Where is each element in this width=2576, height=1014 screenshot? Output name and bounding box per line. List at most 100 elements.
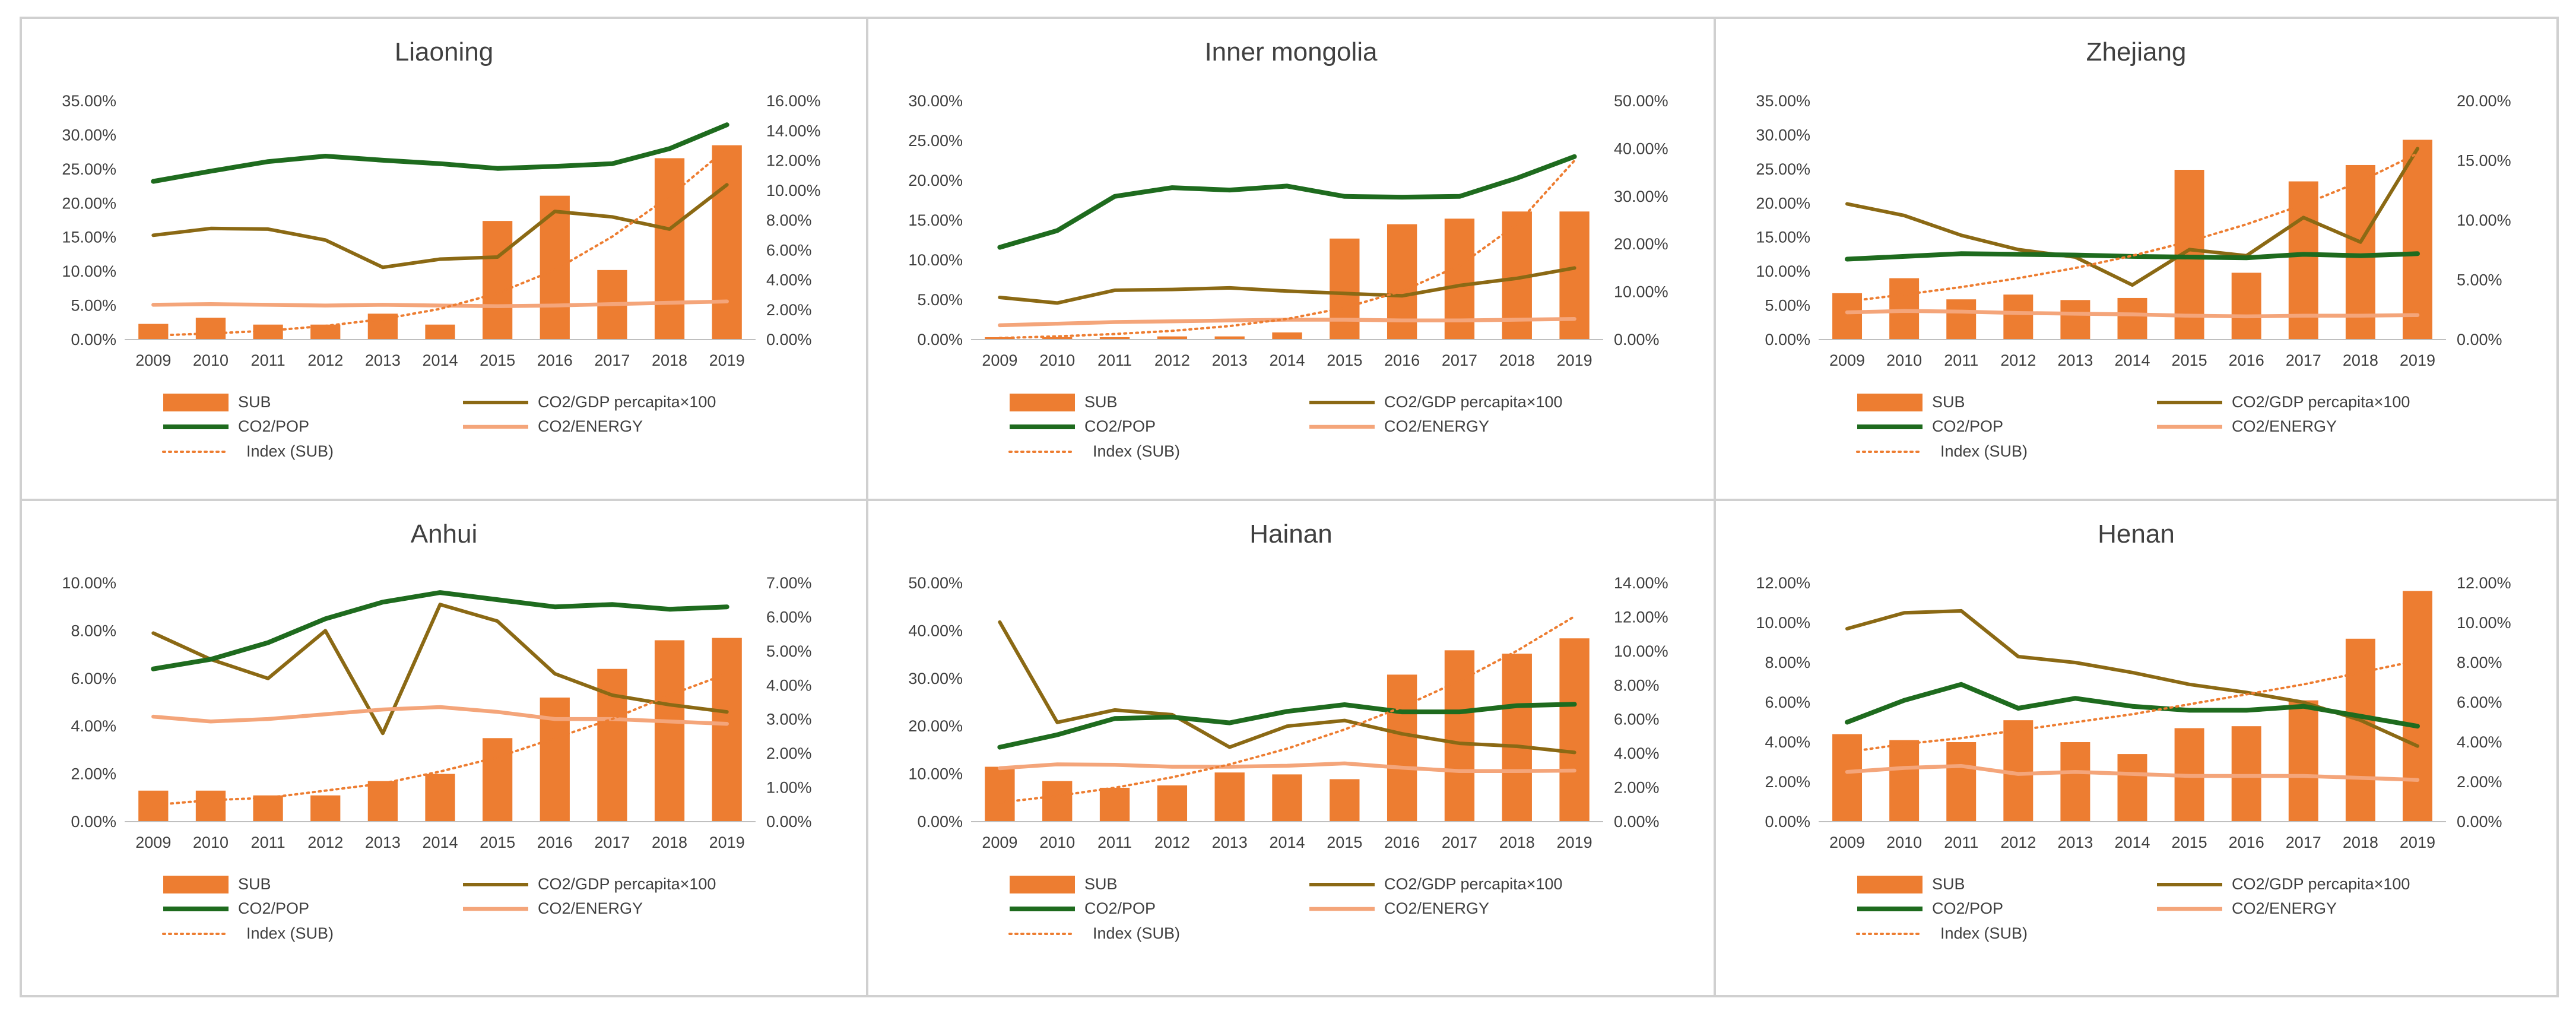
legend-label-gdp: CO2/GDP percapita×100 [1384,875,1562,893]
bar-sub-2010 [1042,337,1073,340]
bar-sub-2010 [1889,740,1920,822]
left-axis-tick-label: 6.00% [71,670,116,687]
right-axis-tick-label: 4.00% [766,271,812,289]
series-line-gdp [998,266,1576,305]
right-axis-tick-label: 8.00% [1614,676,1660,694]
bar-sub-2015 [1330,238,1360,340]
x-tick-label: 2015 [1327,834,1362,851]
x-tick-label: 2017 [2286,834,2321,851]
left-axis-tick-label: 20.00% [1756,194,1810,212]
x-tick-label: 2014 [422,834,458,851]
left-axis-tick-label: 10.00% [908,765,963,783]
bar-sub-2014 [425,774,455,822]
legend-label-sub: SUB [1084,393,1118,411]
x-tick-label: 2013 [2057,351,2093,369]
left-axis-tick-label: 20.00% [62,194,116,212]
legend-label-pop: CO2/POP [238,899,309,917]
bar-sub-2014 [1272,774,1302,822]
legend-label-pop: CO2/POP [1084,417,1156,435]
bar-sub-2015 [483,221,513,340]
right-axis-tick-label: 4.00% [766,676,812,694]
right-axis-tick-label: 0.00% [2457,813,2502,831]
x-tick-label: 2016 [537,834,573,851]
series-line-index [1846,659,2419,753]
right-axis-tick-label: 4.00% [2457,733,2502,751]
left-axis-tick-label: 0.00% [1765,813,1810,831]
legend-label-index: Index (SUB) [246,442,334,460]
right-axis-tick-label: 0.00% [766,813,812,831]
x-tick-label: 2012 [2000,834,2036,851]
bar-sub-2012 [1157,785,1188,822]
x-tick-label: 2018 [652,351,687,369]
left-axis-tick-label: 25.00% [908,132,963,150]
x-tick-label: 2018 [2343,351,2378,369]
bar-sub-2015 [483,738,513,822]
series-line-index [998,615,1576,804]
legend-label-sub: SUB [238,875,271,893]
right-axis-tick-label: 6.00% [766,241,812,259]
x-tick-label: 2017 [1442,351,1477,369]
legend-label-index: Index (SUB) [1093,442,1180,460]
x-tick-label: 2010 [193,351,229,369]
left-axis-tick-label: 12.00% [1756,574,1810,592]
legend-swatch-sub [1857,394,1923,411]
legend-label-pop: CO2/POP [1084,899,1156,917]
series-line-gdp [151,183,729,270]
series-line-index [998,159,1576,340]
left-axis-tick-label: 5.00% [1765,297,1810,315]
right-axis-tick-label: 5.00% [2457,271,2502,289]
right-axis-tick-label: 2.00% [766,744,812,762]
series-line-index [152,672,728,806]
legend-label-gdp: CO2/GDP percapita×100 [2232,875,2410,893]
x-tick-label: 2011 [1944,834,1978,851]
x-tick-label: 2018 [652,834,687,851]
x-tick-label: 2009 [1829,834,1865,851]
bar-sub-2019 [712,638,742,822]
bar-sub-2018 [2345,164,2375,340]
x-tick-label: 2012 [307,351,343,369]
right-axis-tick-label: 14.00% [766,122,821,140]
bar-sub-2009 [138,324,169,340]
right-axis-tick-label: 6.00% [1614,711,1660,728]
chart-panel-5: Henan 0.00% 2.00% 4.00% 6.00% 8.00% 10.00% 12.0… [1714,499,2559,997]
left-axis-tick-label: 50.00% [908,574,963,592]
x-tick-label: 2019 [709,834,745,851]
right-axis-tick-label: 0.00% [766,331,812,348]
left-axis-tick-label: 8.00% [1765,654,1810,671]
x-tick-label: 2016 [1384,351,1420,369]
right-axis-tick-label: 2.00% [2457,773,2502,791]
left-axis-tick-label: 5.00% [71,297,116,315]
right-axis-tick-label: 10.00% [766,182,821,199]
bar-sub-2013 [2060,300,2090,340]
x-tick-label: 2012 [2000,351,2036,369]
bar-sub-2010 [195,790,226,822]
left-axis-tick-label: 0.00% [917,813,963,831]
legend-label-sub: SUB [1084,875,1118,893]
series-line-pop [151,590,729,671]
bar-sub-2011 [253,324,283,340]
x-tick-label: 2015 [2172,834,2207,851]
right-axis-tick-label: 20.00% [2457,92,2511,110]
bar-sub-2018 [1502,653,1532,822]
right-axis-tick-label: 4.00% [1614,744,1660,762]
x-tick-label: 2014 [422,351,458,369]
bar-sub-2018 [654,158,685,340]
chart-title: Liaoning [395,37,493,66]
left-axis-tick-label: 8.00% [71,622,116,639]
right-axis-tick-label: 10.00% [2457,211,2511,229]
bar-sub-2019 [2402,591,2432,822]
bar-sub-2014 [1272,332,1302,340]
legend-label-sub: SUB [1932,393,1965,411]
x-tick-label: 2010 [1039,351,1075,369]
right-axis-tick-label: 8.00% [766,211,812,229]
x-tick-label: 2016 [2229,834,2264,851]
legend-label-energy: CO2/ENERGY [1384,417,1489,435]
bar-sub-2017 [2288,700,2318,822]
right-axis-tick-label: 10.00% [1614,283,1668,301]
x-tick-label: 2013 [1212,834,1248,851]
right-axis-tick-label: 10.00% [2457,614,2511,632]
series-line-gdp [998,620,1576,755]
x-tick-label: 2016 [1384,834,1420,851]
chart-panel-4: Hainan 0.00% 10.00% 20.00% 30.00% 40.00% 50.00… [866,499,1716,997]
legend-label-pop: CO2/POP [238,417,309,435]
